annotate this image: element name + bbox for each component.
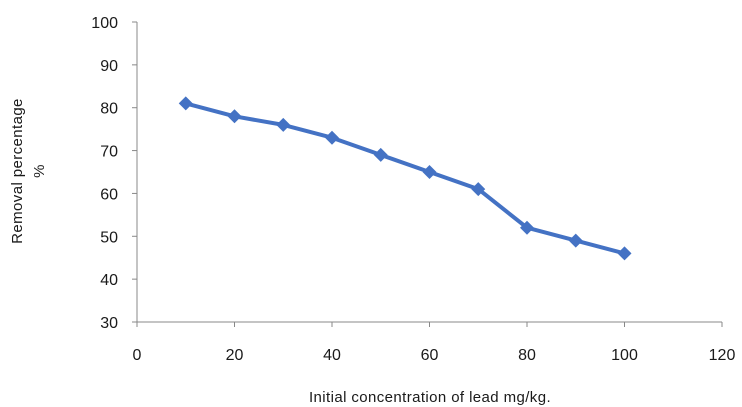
data-point-marker [227,109,242,124]
x-tick-label: 20 [226,347,244,364]
x-tick-label: 60 [421,347,439,364]
x-tick-label: 80 [518,347,536,364]
x-tick-label: 0 [133,347,142,364]
y-tick-label: 40 [100,272,118,289]
y-tick-label: 60 [100,186,118,203]
y-axis-title-line1: Removal percentage [9,98,26,244]
series-layer [178,96,632,261]
x-tick-labels: 0 20 40 60 80 100 120 [133,322,736,364]
data-point-marker [373,147,388,162]
x-tick-label: 40 [323,347,341,364]
data-point-marker [325,130,339,145]
y-tick-labels: 30 40 50 60 70 80 90 100 [91,15,137,332]
y-tick-label: 90 [100,58,118,75]
y-tick-label: 100 [91,15,118,32]
y-axis-title-line2: % [31,164,48,178]
data-point-marker [276,117,291,132]
x-tick-label: 120 [709,347,736,364]
data-point-marker [568,233,583,248]
series-line [183,101,627,256]
y-tick-label: 70 [100,144,118,161]
x-tick-label: 100 [611,347,638,364]
y-tick-label: 50 [100,229,118,246]
y-axis-title: Removal percentage % [9,98,48,244]
x-axis-title: Initial concentration of lead mg/kg. [309,389,551,406]
data-point-marker [422,165,437,179]
data-point-marker [178,96,193,111]
data-point-marker [471,182,486,197]
y-tick-label: 30 [100,315,118,332]
y-tick-label: 80 [100,101,118,118]
data-point-marker [617,246,632,261]
data-point-marker [520,220,534,235]
